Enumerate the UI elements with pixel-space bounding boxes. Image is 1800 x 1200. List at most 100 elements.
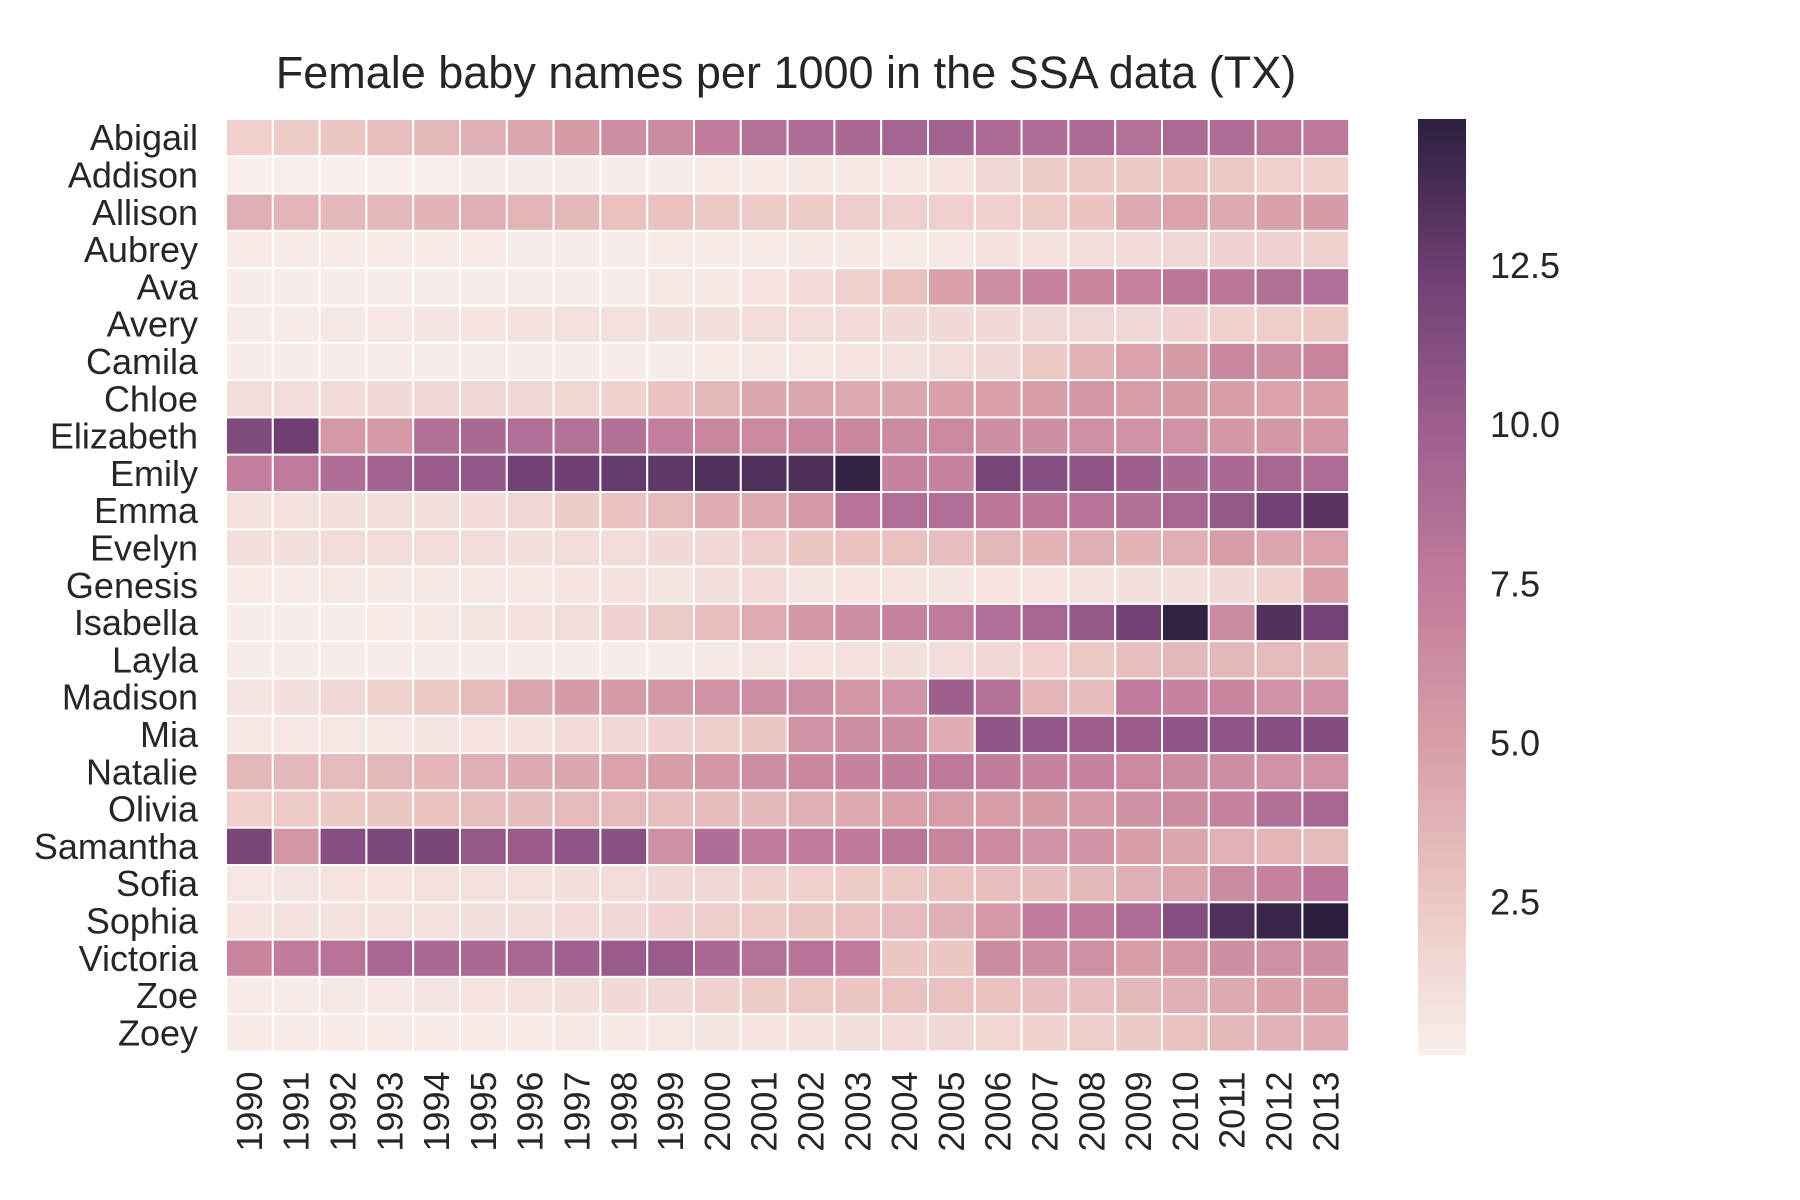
heatmap-cell-samantha-2011: [1207, 826, 1257, 867]
heatmap-cell-sophia-2003: [833, 901, 883, 941]
heatmap-cell-allison-2002: [786, 192, 836, 232]
heatmap-cell-abigail-1993: [365, 118, 415, 158]
y-tick-label-sophia: Sophia: [86, 900, 199, 941]
heatmap-cell-aubrey-1990: [225, 229, 274, 270]
heatmap-cell-emma-1998: [599, 491, 649, 531]
heatmap-cell-samantha-1992: [318, 826, 368, 867]
heatmap-cell-emily-2005: [927, 453, 976, 494]
colorbar-tick-label-5.0: 5.0: [1490, 723, 1540, 764]
heatmap-cell-addison-1997: [552, 155, 602, 195]
heatmap-cell-mia-1998: [599, 714, 649, 755]
heatmap-cell-zoe-1993: [365, 975, 415, 1016]
heatmap-cell-emma-1993: [365, 491, 415, 531]
heatmap-cell-elizabeth-1990: [225, 416, 274, 456]
heatmap-cell-natalie-2000: [693, 752, 742, 792]
heatmap-cell-layla-2012: [1254, 640, 1304, 680]
heatmap-cell-samantha-1997: [552, 826, 602, 867]
heatmap-cell-allison-2000: [693, 192, 742, 232]
heatmap-cell-aubrey-2010: [1161, 229, 1210, 270]
heatmap-cell-camila-2004: [880, 341, 930, 382]
heatmap-cell-zoey-1998: [599, 1013, 649, 1053]
heatmap-cell-elizabeth-1997: [552, 416, 602, 456]
heatmap-cell-zoe-2006: [973, 975, 1023, 1016]
heatmap-cell-victoria-1993: [365, 938, 415, 978]
heatmap-cell-sophia-2005: [927, 901, 976, 941]
heatmap-cell-chloe-2009: [1114, 379, 1163, 419]
heatmap-cell-victoria-1994: [412, 938, 462, 978]
heatmap-cell-zoey-1992: [318, 1013, 368, 1053]
heatmap-cell-sophia-1996: [505, 901, 555, 941]
heatmap-cell-zoey-2012: [1254, 1013, 1304, 1053]
heatmap-cell-avery-2003: [833, 304, 883, 344]
y-tick-label-evelyn: Evelyn: [90, 527, 198, 568]
heatmap-cell-allison-2003: [833, 192, 883, 232]
heatmap-cell-samantha-1996: [505, 826, 555, 867]
heatmap-cell-emma-2008: [1067, 491, 1117, 531]
heatmap-cell-evelyn-2000: [693, 528, 742, 568]
y-tick-label-abigail: Abigail: [90, 117, 198, 158]
y-tick-label-elizabeth: Elizabeth: [50, 416, 198, 457]
heatmap-cell-zoey-2011: [1207, 1013, 1257, 1053]
heatmap-cell-aubrey-2002: [786, 229, 836, 270]
heatmap-cell-samantha-2000: [693, 826, 742, 867]
heatmap-cell-evelyn-1999: [646, 528, 696, 568]
heatmap-cell-natalie-2013: [1301, 752, 1351, 792]
heatmap-cell-olivia-2011: [1207, 789, 1257, 829]
heatmap-cell-natalie-2011: [1207, 752, 1257, 792]
heatmap-cell-emily-2010: [1161, 453, 1210, 494]
heatmap-cell-emily-1994: [412, 453, 462, 494]
heatmap-cell-chloe-2001: [739, 379, 789, 419]
heatmap-cell-allison-2013: [1301, 192, 1351, 232]
heatmap-cell-madison-2006: [973, 677, 1023, 717]
heatmap-cell-aubrey-2000: [693, 229, 742, 270]
heatmap-cell-natalie-2009: [1114, 752, 1163, 792]
heatmap-cell-zoe-2011: [1207, 975, 1257, 1016]
heatmap-cell-natalie-2003: [833, 752, 883, 792]
heatmap-cell-sofia-2005: [927, 864, 976, 904]
x-tick-label-1997: 1997: [557, 1072, 598, 1152]
heatmap-cell-zoe-1997: [552, 975, 602, 1016]
heatmap-cell-genesis-1990: [225, 565, 274, 605]
heatmap-cell-mia-1999: [646, 714, 696, 755]
heatmap-cell-layla-2007: [1020, 640, 1070, 680]
heatmap-cell-isabella-2004: [880, 602, 930, 643]
heatmap-cell-samantha-2006: [973, 826, 1023, 867]
heatmap-cell-mia-1990: [225, 714, 274, 755]
heatmap-cell-evelyn-1991: [271, 528, 321, 568]
heatmap-cell-ava-2010: [1161, 267, 1210, 307]
heatmap-cell-isabella-2010: [1161, 602, 1210, 643]
heatmap-cell-chloe-1991: [271, 379, 321, 419]
heatmap-cell-zoey-2003: [833, 1013, 883, 1053]
heatmap-cell-victoria-2011: [1207, 938, 1257, 978]
heatmap-cell-layla-1999: [646, 640, 696, 680]
heatmap-cell-emily-2008: [1067, 453, 1117, 494]
heatmap-cell-layla-2003: [833, 640, 883, 680]
heatmap-cell-camila-2013: [1301, 341, 1351, 382]
heatmap-cell-camila-2003: [833, 341, 883, 382]
heatmap-cell-madison-1990: [225, 677, 274, 717]
heatmap-cell-zoe-1992: [318, 975, 368, 1016]
heatmap-cell-natalie-1999: [646, 752, 696, 792]
heatmap-cell-abigail-1997: [552, 118, 602, 158]
heatmap-cell-evelyn-2005: [927, 528, 976, 568]
heatmap-cell-sophia-2013: [1301, 901, 1351, 941]
heatmap-cell-emma-1999: [646, 491, 696, 531]
heatmap-cell-addison-2005: [927, 155, 976, 195]
heatmap-cell-camila-2007: [1020, 341, 1070, 382]
heatmap-cell-isabella-1999: [646, 602, 696, 643]
heatmap-cell-olivia-1993: [365, 789, 415, 829]
heatmap-cell-evelyn-2007: [1020, 528, 1070, 568]
heatmap-cell-emma-2005: [927, 491, 976, 531]
heatmap-cell-allison-2011: [1207, 192, 1257, 232]
x-tick-label-1996: 1996: [510, 1072, 551, 1152]
heatmap-cell-elizabeth-2003: [833, 416, 883, 456]
heatmap-cell-isabella-2001: [739, 602, 789, 643]
heatmap-cell-addison-2011: [1207, 155, 1257, 195]
heatmap-cell-zoe-2002: [786, 975, 836, 1016]
heatmap-cell-elizabeth-2008: [1067, 416, 1117, 456]
heatmap-cell-abigail-2011: [1207, 118, 1257, 158]
heatmap-cell-isabella-2012: [1254, 602, 1304, 643]
heatmap-cell-olivia-2000: [693, 789, 742, 829]
heatmap-cell-olivia-2006: [973, 789, 1023, 829]
